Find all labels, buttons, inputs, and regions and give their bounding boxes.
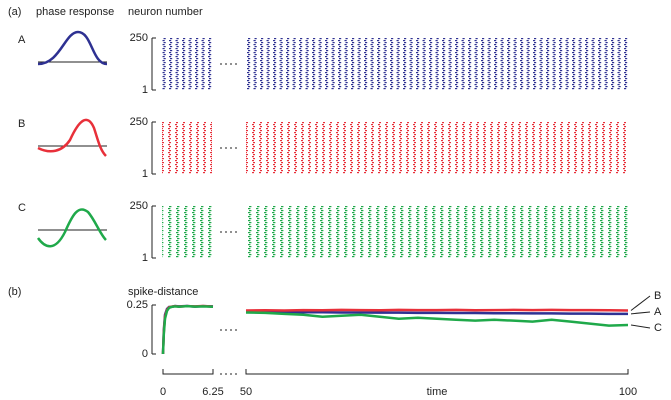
line [161, 304, 214, 355]
line [161, 304, 214, 355]
line [245, 310, 628, 316]
curve [37, 30, 108, 66]
y-tick-label: 250 [130, 32, 148, 44]
column-title: neuron number [128, 6, 203, 18]
rasters [162, 38, 628, 375]
curve [37, 118, 107, 157]
series-label: C [654, 322, 662, 334]
phase-curves [36, 30, 108, 248]
row-label: C [18, 202, 26, 214]
line [245, 308, 629, 312]
column-title: phase response [36, 6, 114, 18]
raster [246, 206, 628, 258]
row-label: A [18, 34, 26, 46]
line [245, 311, 629, 327]
raster [162, 38, 212, 90]
y-tick-label: 1 [142, 168, 148, 180]
x-tick-label: 0 [160, 386, 166, 398]
y-tick-label: 250 [130, 116, 148, 128]
line [161, 304, 214, 355]
x-tick-label: 100 [619, 386, 637, 398]
curve [36, 208, 107, 248]
y-tick-label: 0.25 [127, 299, 148, 311]
panel-label: (a) [8, 6, 21, 18]
x-tick-label: 6.25 [202, 386, 223, 398]
y-tick-label: 0 [142, 348, 148, 360]
raster [162, 206, 212, 258]
arrow [630, 311, 651, 315]
x-axis-title: time [427, 386, 448, 398]
arrow [630, 324, 651, 329]
series-label: B [654, 290, 661, 302]
raster [162, 122, 212, 174]
x-tick-label: 50 [240, 386, 252, 398]
y-tick-label: 250 [130, 200, 148, 212]
y-axis-title: spike-distance [128, 286, 198, 298]
y-tick-label: 1 [142, 252, 148, 264]
series-label: A [654, 306, 662, 318]
raster [246, 122, 628, 174]
raster [246, 38, 628, 90]
row-label: B [18, 118, 25, 130]
x-axis [162, 369, 214, 375]
x-axis [245, 369, 629, 375]
y-tick-label: 1 [142, 84, 148, 96]
panel-label: (b) [8, 286, 21, 298]
arrow [630, 295, 651, 311]
